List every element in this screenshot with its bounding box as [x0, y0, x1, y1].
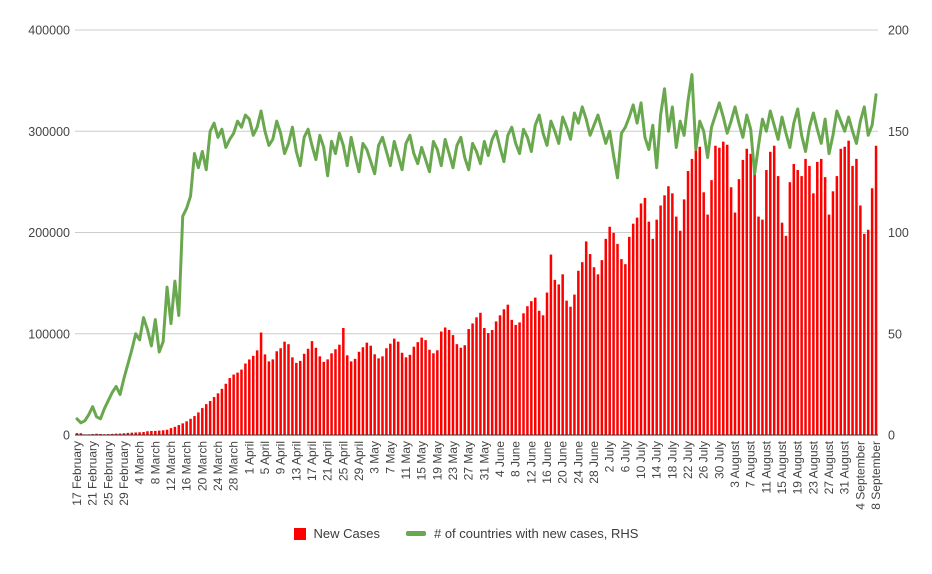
svg-text:27 August: 27 August	[822, 440, 836, 494]
svg-text:8 September: 8 September	[869, 441, 883, 510]
svg-text:0: 0	[888, 429, 895, 443]
svg-text:22 July: 22 July	[681, 441, 695, 479]
svg-text:31 August: 31 August	[838, 440, 852, 494]
svg-text:14 July: 14 July	[650, 441, 664, 479]
svg-text:17 April: 17 April	[305, 441, 319, 481]
svg-text:100: 100	[888, 226, 909, 240]
svg-text:11 August: 11 August	[759, 440, 773, 493]
svg-text:7 May: 7 May	[383, 441, 397, 474]
svg-text:12 June: 12 June	[524, 441, 538, 484]
legend-label-new-cases: New Cases	[313, 526, 380, 541]
svg-text:23 May: 23 May	[446, 441, 460, 480]
svg-text:23 August: 23 August	[806, 440, 820, 494]
svg-text:12 March: 12 March	[164, 441, 178, 491]
svg-text:8 March: 8 March	[148, 441, 162, 484]
svg-text:8 June: 8 June	[509, 441, 523, 477]
svg-text:30 July: 30 July	[712, 441, 726, 479]
svg-text:21 February: 21 February	[86, 441, 100, 506]
svg-text:2 July: 2 July	[603, 441, 617, 472]
countries-dash-swatch	[405, 531, 426, 536]
svg-text:1 April: 1 April	[242, 441, 256, 474]
svg-text:28 June: 28 June	[587, 441, 601, 484]
svg-text:4 June: 4 June	[493, 441, 507, 477]
svg-text:27 May: 27 May	[462, 441, 476, 480]
svg-text:29 April: 29 April	[352, 441, 366, 481]
countries-line	[75, 73, 878, 425]
legend-label-countries: # of countries with new cases, RHS	[433, 526, 639, 541]
svg-text:7 August: 7 August	[744, 440, 758, 487]
svg-text:15 August: 15 August	[775, 440, 789, 494]
svg-text:20 March: 20 March	[195, 441, 209, 491]
svg-text:200: 200	[888, 24, 909, 38]
svg-text:4 March: 4 March	[133, 441, 147, 484]
svg-text:19 May: 19 May	[430, 441, 444, 480]
svg-text:300000: 300000	[28, 125, 70, 139]
svg-text:200000: 200000	[28, 226, 70, 240]
svg-text:10 July: 10 July	[634, 441, 648, 479]
svg-text:26 July: 26 July	[697, 441, 711, 479]
svg-text:28 March: 28 March	[227, 441, 241, 491]
svg-text:25 February: 25 February	[101, 441, 115, 506]
svg-text:4 September: 4 September	[853, 441, 867, 510]
svg-text:3 May: 3 May	[368, 441, 382, 474]
svg-text:17 February: 17 February	[70, 441, 84, 506]
svg-text:400000: 400000	[28, 24, 70, 38]
svg-text:16 March: 16 March	[180, 441, 194, 491]
left-axis-labels: 0 100000 200000 300000 400000	[28, 24, 70, 443]
svg-text:29 February: 29 February	[117, 441, 131, 506]
svg-text:6 July: 6 July	[618, 441, 632, 472]
svg-text:25 April: 25 April	[336, 441, 350, 481]
svg-text:5 April: 5 April	[258, 441, 272, 474]
svg-text:0: 0	[63, 429, 70, 443]
svg-text:31 May: 31 May	[477, 441, 491, 480]
chart-legend: New Cases # of countries with new cases,…	[0, 526, 932, 541]
svg-text:18 July: 18 July	[665, 441, 679, 479]
svg-text:13 April: 13 April	[289, 441, 303, 481]
new-cases-square-swatch	[293, 527, 306, 540]
svg-text:20 June: 20 June	[556, 441, 570, 484]
legend-item-new-cases: New Cases	[293, 526, 380, 541]
svg-text:15 May: 15 May	[415, 441, 429, 480]
svg-text:21 April: 21 April	[321, 441, 335, 481]
svg-text:16 June: 16 June	[540, 441, 554, 484]
svg-text:24 June: 24 June	[571, 441, 585, 484]
svg-text:11 May: 11 May	[399, 441, 413, 479]
svg-text:3 August: 3 August	[728, 440, 742, 487]
legend-item-countries: # of countries with new cases, RHS	[405, 526, 639, 541]
svg-text:19 August: 19 August	[791, 440, 805, 494]
svg-text:9 April: 9 April	[274, 441, 288, 474]
right-axis-labels: 0 50 100 150 200	[888, 24, 909, 443]
svg-text:24 March: 24 March	[211, 441, 225, 491]
x-axis-labels: 17 February 21 February 25 February 29 Febr…	[70, 440, 883, 509]
svg-text:100000: 100000	[28, 327, 70, 341]
new-cases-bars	[75, 140, 878, 436]
svg-text:50: 50	[888, 327, 902, 341]
svg-text:150: 150	[888, 125, 909, 139]
